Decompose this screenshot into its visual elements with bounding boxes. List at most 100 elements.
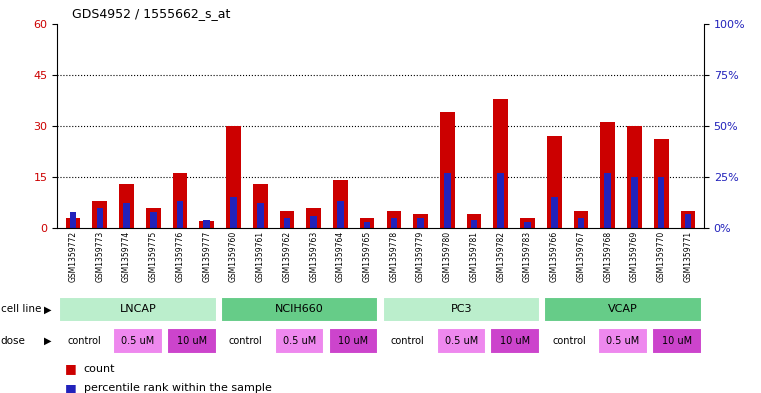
Bar xyxy=(544,328,594,354)
Text: 10 uM: 10 uM xyxy=(339,336,368,346)
Bar xyxy=(221,296,378,322)
Bar xyxy=(93,201,107,228)
Text: 0.5 uM: 0.5 uM xyxy=(121,336,154,346)
Text: GSM1359768: GSM1359768 xyxy=(603,231,612,282)
Bar xyxy=(230,197,237,228)
Bar xyxy=(253,184,268,228)
Bar xyxy=(498,173,504,228)
Text: NCIH660: NCIH660 xyxy=(275,305,324,314)
Text: count: count xyxy=(84,364,115,374)
Bar xyxy=(123,204,130,228)
Bar xyxy=(574,211,588,228)
Bar xyxy=(173,173,187,228)
Text: cell line: cell line xyxy=(1,305,41,314)
Text: GSM1359770: GSM1359770 xyxy=(657,231,666,283)
Text: GSM1359767: GSM1359767 xyxy=(577,231,585,283)
Text: 10 uM: 10 uM xyxy=(500,336,530,346)
Text: 10 uM: 10 uM xyxy=(662,336,692,346)
Text: GSM1359782: GSM1359782 xyxy=(496,231,505,282)
Bar xyxy=(578,218,584,228)
Text: GSM1359774: GSM1359774 xyxy=(122,231,131,283)
Bar xyxy=(333,180,348,228)
Bar xyxy=(221,328,271,354)
Bar xyxy=(437,328,486,354)
Bar xyxy=(600,122,615,228)
Text: GDS4952 / 1555662_s_at: GDS4952 / 1555662_s_at xyxy=(72,7,231,20)
Bar xyxy=(551,197,558,228)
Text: ▶: ▶ xyxy=(44,336,52,346)
Text: VCAP: VCAP xyxy=(608,305,638,314)
Text: PC3: PC3 xyxy=(451,305,472,314)
Bar xyxy=(307,208,321,228)
Text: GSM1359766: GSM1359766 xyxy=(549,231,559,283)
Text: GSM1359765: GSM1359765 xyxy=(363,231,371,283)
Bar xyxy=(493,99,508,228)
Text: control: control xyxy=(67,336,101,346)
Text: 0.5 uM: 0.5 uM xyxy=(444,336,478,346)
Bar xyxy=(383,328,432,354)
Text: GSM1359761: GSM1359761 xyxy=(256,231,265,282)
Text: ■: ■ xyxy=(65,382,76,393)
Bar xyxy=(524,222,531,228)
Bar xyxy=(257,204,263,228)
Bar xyxy=(70,211,76,228)
Bar xyxy=(119,184,134,228)
Bar xyxy=(413,214,428,228)
Text: 0.5 uM: 0.5 uM xyxy=(283,336,317,346)
Text: GSM1359776: GSM1359776 xyxy=(176,231,184,283)
Text: GSM1359777: GSM1359777 xyxy=(202,231,212,283)
Bar xyxy=(685,214,691,228)
Text: GSM1359762: GSM1359762 xyxy=(282,231,291,282)
Text: control: control xyxy=(229,336,263,346)
Bar xyxy=(490,328,540,354)
Bar xyxy=(627,126,642,228)
Bar xyxy=(284,218,290,228)
Text: 10 uM: 10 uM xyxy=(177,336,207,346)
Bar xyxy=(59,296,217,322)
Text: control: control xyxy=(390,336,425,346)
Text: GSM1359783: GSM1359783 xyxy=(523,231,532,282)
Text: GSM1359771: GSM1359771 xyxy=(683,231,693,282)
Bar xyxy=(150,211,157,228)
Bar xyxy=(65,218,81,228)
Bar xyxy=(203,220,210,228)
Bar xyxy=(652,328,702,354)
Text: GSM1359779: GSM1359779 xyxy=(416,231,425,283)
Bar xyxy=(547,136,562,228)
Text: LNCAP: LNCAP xyxy=(119,305,156,314)
Bar xyxy=(177,201,183,228)
Bar xyxy=(658,177,664,228)
Text: GSM1359778: GSM1359778 xyxy=(390,231,398,282)
Bar xyxy=(113,328,163,354)
Bar xyxy=(680,211,696,228)
Bar xyxy=(226,126,240,228)
Text: percentile rank within the sample: percentile rank within the sample xyxy=(84,383,272,393)
Bar xyxy=(417,218,424,228)
Bar xyxy=(383,296,540,322)
Bar xyxy=(199,221,214,228)
Text: GSM1359780: GSM1359780 xyxy=(443,231,452,282)
Bar xyxy=(275,328,324,354)
Bar xyxy=(604,173,611,228)
Bar xyxy=(387,211,401,228)
Bar xyxy=(390,218,397,228)
Text: GSM1359769: GSM1359769 xyxy=(630,231,639,283)
Text: ■: ■ xyxy=(65,362,76,375)
Text: ▶: ▶ xyxy=(44,305,52,314)
Bar xyxy=(544,296,702,322)
Bar xyxy=(466,214,482,228)
Bar xyxy=(167,328,217,354)
Text: GSM1359760: GSM1359760 xyxy=(229,231,238,283)
Bar xyxy=(654,140,668,228)
Text: control: control xyxy=(552,336,586,346)
Bar xyxy=(146,208,161,228)
Bar xyxy=(471,220,477,228)
Bar xyxy=(97,208,103,228)
Text: GSM1359764: GSM1359764 xyxy=(336,231,345,283)
Bar xyxy=(440,112,454,228)
Text: dose: dose xyxy=(1,336,26,346)
Bar xyxy=(631,177,638,228)
Text: 0.5 uM: 0.5 uM xyxy=(607,336,640,346)
Bar xyxy=(310,216,317,228)
Bar xyxy=(364,222,371,228)
